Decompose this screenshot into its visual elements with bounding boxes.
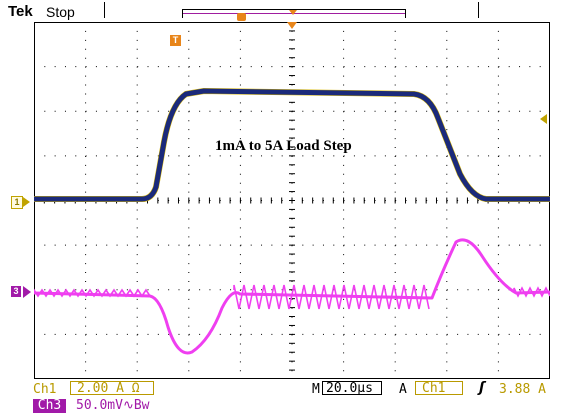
ch3-ground-marker[interactable]: 3 [11,286,21,297]
separator [478,2,479,18]
trigger-mode: A [399,382,407,397]
trigger-marker-icon: T [170,35,181,46]
ch1-marker-arrow-icon [23,197,30,207]
ch1-ground-marker[interactable]: 1 [11,196,23,209]
trigger-level[interactable]: 3.88 A [499,382,546,397]
brand-logo: Tek [8,3,33,20]
record-trigger-icon [237,13,246,21]
ch3-waveform-ripple [34,284,550,310]
acquisition-state: Stop [46,4,75,20]
plot-annotation: 1mA to 5A Load Step [215,138,352,154]
ch1-label: Ch1 [33,382,57,397]
separator [104,2,105,18]
ch3-waveform [34,238,550,355]
timebase-prefix: M [312,382,320,397]
trigger-position-icon [287,22,297,29]
ch3-marker-arrow-icon [23,286,31,298]
ch1-scale[interactable]: 2.00 A Ω [70,381,154,395]
ch1-waveform [34,88,550,202]
trigger-slope-icon: ʃ [479,380,485,396]
timebase-scale[interactable]: 20.0µs [322,381,382,395]
ch3-scale[interactable]: 50.0mV∿Bw [76,398,150,413]
trigger-source[interactable]: Ch1 [415,381,463,396]
ch3-label: Ch3 [33,399,66,413]
trigger-level-icon [540,114,547,124]
waveform-display[interactable] [34,22,550,379]
trigger-position-pointer-icon [289,10,297,15]
status-bar: Tek Stop [0,0,564,22]
waveform-graticule [34,22,550,379]
